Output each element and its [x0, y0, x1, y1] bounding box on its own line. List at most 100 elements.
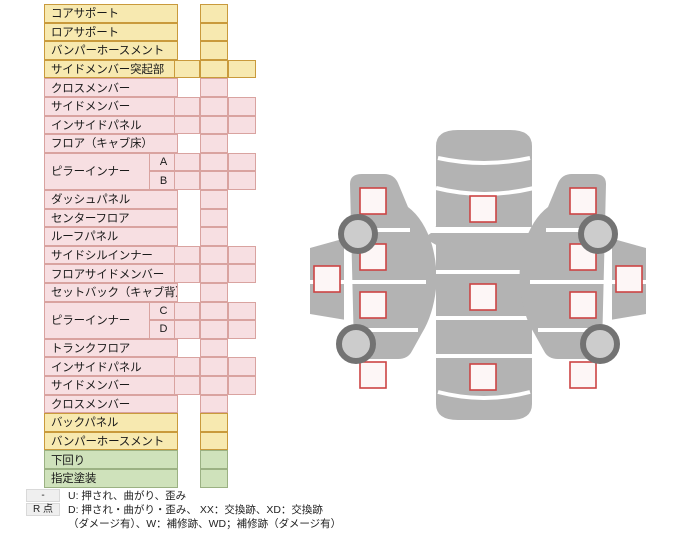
wheel-icon: [580, 324, 620, 364]
sheet-grid-cell[interactable]: [200, 4, 228, 23]
sheet-grid-cell[interactable]: [200, 78, 228, 97]
sheet-row-label: インサイドパネル: [44, 115, 178, 135]
sheet-row: クロスメンバー: [44, 394, 178, 414]
sheet-row: ピラーインナー C: [44, 301, 178, 339]
sheet-grid-cell[interactable]: [174, 152, 200, 172]
sheet-grid-cell[interactable]: [200, 376, 228, 395]
sheet-grid-cell[interactable]: [200, 190, 228, 209]
wheel-icon: [336, 324, 376, 364]
sheet-grid-cell[interactable]: [200, 450, 228, 469]
damage-marker[interactable]: [569, 187, 597, 215]
legend-text-2: D: 押され・曲がり・歪み、 XX：交換跡、XD：交換跡: [68, 504, 323, 516]
sheet-grid-cell[interactable]: [174, 301, 200, 321]
sheet-row-label: サイドメンバー: [44, 97, 178, 116]
sheet-grid-cell[interactable]: [228, 152, 256, 172]
damage-marker[interactable]: [469, 363, 497, 391]
sheet-grid-cell[interactable]: [174, 264, 200, 283]
damage-marker[interactable]: [469, 195, 497, 223]
sheet-row: インサイドパネル: [44, 357, 178, 376]
sheet-grid-cell[interactable]: [174, 171, 200, 190]
sheet-row-label: 下回り: [44, 450, 178, 469]
sheet-row: 下回り: [44, 450, 178, 469]
sheet-row: コアサポート: [44, 4, 178, 23]
sheet-row: トランクフロア: [44, 338, 178, 358]
sheet-grid-cell[interactable]: [200, 283, 228, 302]
sheet-grid-cell[interactable]: [200, 301, 228, 321]
car-damage-diagram: [306, 126, 686, 426]
sheet-grid-cell[interactable]: [228, 320, 256, 339]
sheet-row-label: バンパーホースメント: [44, 41, 178, 60]
sheet-grid-cell[interactable]: [200, 413, 228, 432]
sheet-grid-cell[interactable]: [200, 264, 228, 283]
sheet-row: インサイドパネル: [44, 115, 178, 135]
sheet-grid-cell[interactable]: [200, 171, 228, 190]
sheet-row-label: サイドメンバー: [44, 376, 178, 395]
sheet-grid-cell[interactable]: [174, 59, 200, 79]
sheet-grid-cell[interactable]: [174, 245, 200, 265]
sheet-row: ルーフパネル: [44, 227, 178, 246]
damage-marker[interactable]: [359, 291, 387, 319]
damage-marker[interactable]: [569, 291, 597, 319]
sheet-row-label: セットバック（キャブ背）: [44, 283, 178, 302]
sheet-row: セットバック（キャブ背）: [44, 283, 178, 302]
sheet-row-label: コアサポート: [44, 4, 178, 23]
sheet-grid-cell[interactable]: [228, 357, 256, 376]
sheet-grid-cell[interactable]: [228, 115, 256, 135]
sheet-grid-cell[interactable]: [200, 227, 228, 246]
sheet-row: バックパネル: [44, 413, 178, 432]
sheet-row-label: バックパネル: [44, 413, 178, 432]
sheet-row-label: バンパーホースメント: [44, 431, 178, 451]
sheet-grid-cell[interactable]: [200, 59, 228, 79]
legend-text-3: （ダメージ有）、W：補修跡、WD；補修跡（ダメージ有）: [68, 518, 342, 530]
sheet-grid-cell[interactable]: [200, 41, 228, 60]
legend-row-2: R 点 D: 押され・曲がり・歪み、 XX：交換跡、XD：交換跡: [26, 503, 341, 517]
sheet-grid-cell[interactable]: [228, 97, 256, 116]
damage-marker[interactable]: [313, 265, 341, 293]
sheet-grid-cell[interactable]: [174, 97, 200, 116]
sheet-row: クロスメンバー: [44, 78, 178, 97]
sheet-grid-cell[interactable]: [174, 357, 200, 376]
sheet-grid-cell[interactable]: [228, 171, 256, 190]
sheet-grid-cell[interactable]: [200, 22, 228, 42]
sheet-row: バンパーホースメント: [44, 431, 178, 451]
damage-marker[interactable]: [469, 283, 497, 311]
damage-marker[interactable]: [615, 265, 643, 293]
top-view: [424, 130, 544, 420]
sheet-grid-cell[interactable]: [174, 115, 200, 135]
sheet-grid-cell[interactable]: [228, 376, 256, 395]
sheet-grid-cell[interactable]: [200, 357, 228, 376]
sheet-grid-cell[interactable]: [200, 152, 228, 172]
sheet-row-label: ピラーインナー: [44, 152, 150, 190]
inspection-sheet-grid: [174, 4, 264, 488]
sheet-grid-cell[interactable]: [174, 320, 200, 339]
legend-row-1: - U: 押され、曲がり、歪み: [26, 489, 341, 503]
sheet-grid-cell[interactable]: [200, 469, 228, 488]
sheet-grid-cell[interactable]: [228, 59, 256, 79]
sheet-row-label: ピラーインナー: [44, 301, 150, 339]
sheet-row-label: ルーフパネル: [44, 227, 178, 246]
sheet-grid-cell[interactable]: [200, 431, 228, 451]
sheet-grid-cell[interactable]: [228, 264, 256, 283]
sheet-grid-cell[interactable]: [228, 245, 256, 265]
sheet-grid-cell[interactable]: [200, 320, 228, 339]
sheet-grid-cell[interactable]: [200, 134, 228, 153]
sheet-grid-cell[interactable]: [200, 115, 228, 135]
damage-marker[interactable]: [569, 361, 597, 389]
sheet-row-label: インサイドパネル: [44, 357, 178, 376]
sheet-grid-cell[interactable]: [200, 394, 228, 414]
sheet-grid-cell[interactable]: [200, 245, 228, 265]
sheet-row-label: フロア（キャブ床）: [44, 134, 178, 153]
sheet-grid-cell[interactable]: [174, 376, 200, 395]
legend-key-dash: -: [26, 489, 60, 502]
sheet-grid-cell[interactable]: [228, 301, 256, 321]
legend-text-1: U: 押され、曲がり、歪み: [68, 490, 187, 502]
sheet-grid-cell[interactable]: [200, 208, 228, 228]
legend-key-rpoint: R 点: [26, 503, 60, 516]
damage-marker[interactable]: [359, 361, 387, 389]
sheet-row: ダッシュパネル: [44, 190, 178, 209]
damage-marker[interactable]: [359, 187, 387, 215]
sheet-grid-cell[interactable]: [200, 97, 228, 116]
sheet-row: ピラーインナー A: [44, 152, 178, 190]
sheet-grid-cell[interactable]: [200, 338, 228, 358]
sheet-row-label: ロアサポート: [44, 22, 178, 42]
